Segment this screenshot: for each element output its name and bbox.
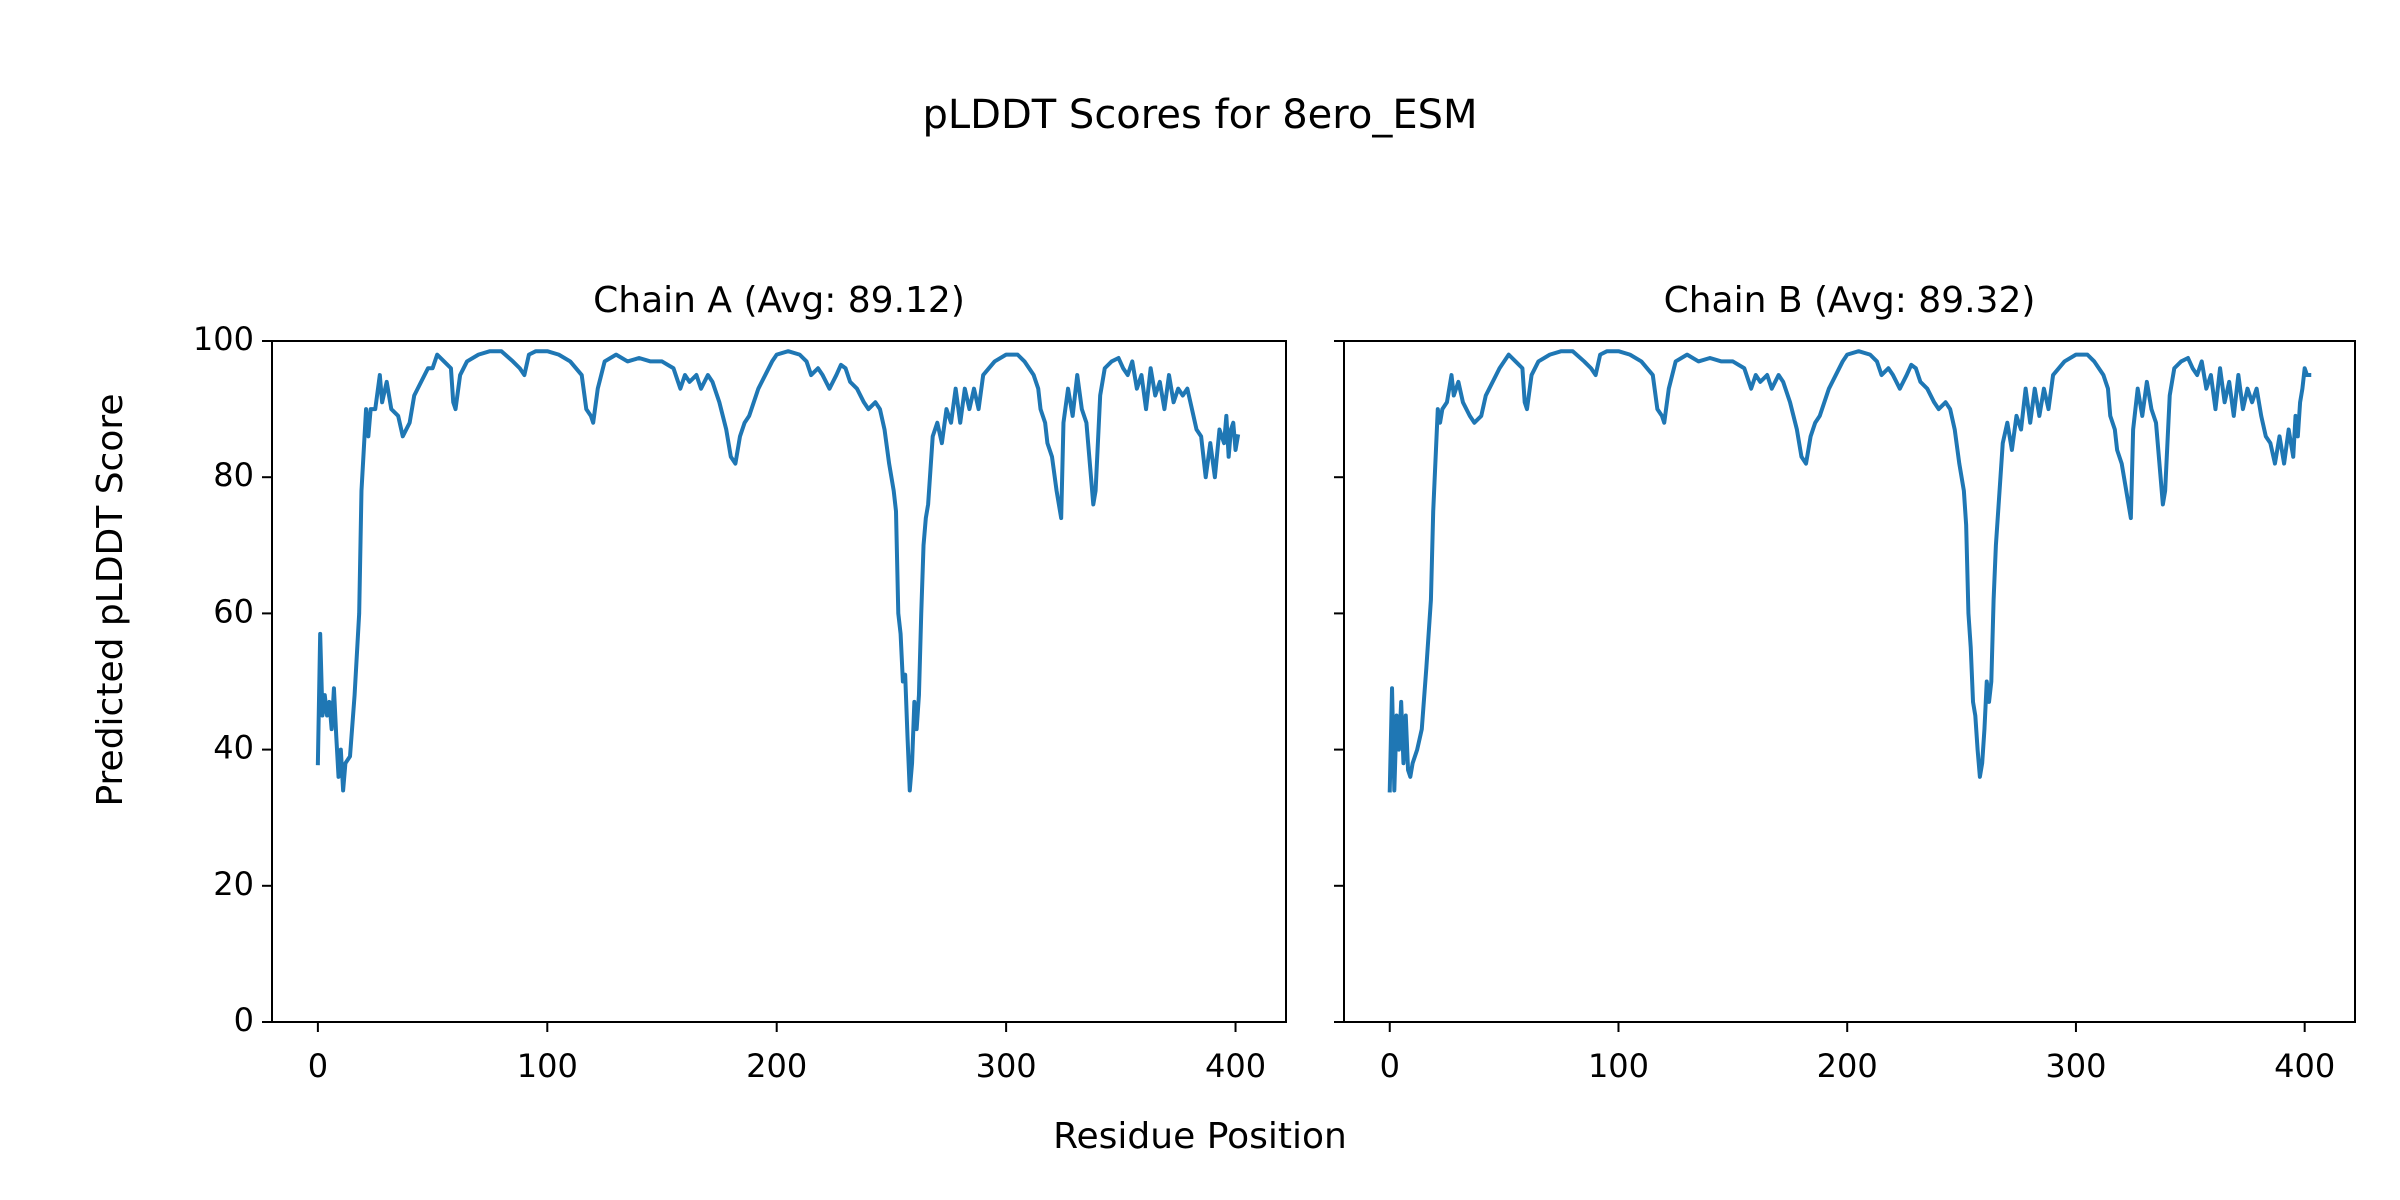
x-tick-label: 200 xyxy=(746,1047,807,1085)
x-axis-label: Residue Position xyxy=(1053,1116,1347,1157)
y-tick-label: 20 xyxy=(213,865,254,903)
x-tick-label: 300 xyxy=(2045,1047,2106,1085)
y-tick-label: 60 xyxy=(213,592,254,630)
y-tick-label: 0 xyxy=(234,1001,254,1039)
x-tick-label: 0 xyxy=(308,1047,328,1085)
subplot-title: Chain A (Avg: 89.12) xyxy=(593,280,965,321)
x-tick-label: 400 xyxy=(1205,1047,1266,1085)
x-tick-label: 400 xyxy=(2274,1047,2335,1085)
x-tick-label: 200 xyxy=(1817,1047,1878,1085)
figure-title: pLDDT Scores for 8ero_ESM xyxy=(923,92,1478,138)
subplot-title: Chain B (Avg: 89.32) xyxy=(1664,280,2036,321)
x-tick-label: 0 xyxy=(1380,1047,1400,1085)
x-tick-label: 100 xyxy=(1588,1047,1649,1085)
x-tick-label: 300 xyxy=(976,1047,1037,1085)
y-tick-label: 40 xyxy=(213,729,254,767)
y-axis-label: Predicted pLDDT Score xyxy=(90,393,131,806)
y-tick-label: 80 xyxy=(213,456,254,494)
plot-frame xyxy=(1343,340,2356,1023)
y-tick-label: 100 xyxy=(193,320,254,358)
plot-frame xyxy=(271,340,1287,1023)
score-line xyxy=(315,349,1241,793)
score-line xyxy=(1387,349,2312,793)
x-tick-label: 100 xyxy=(517,1047,578,1085)
